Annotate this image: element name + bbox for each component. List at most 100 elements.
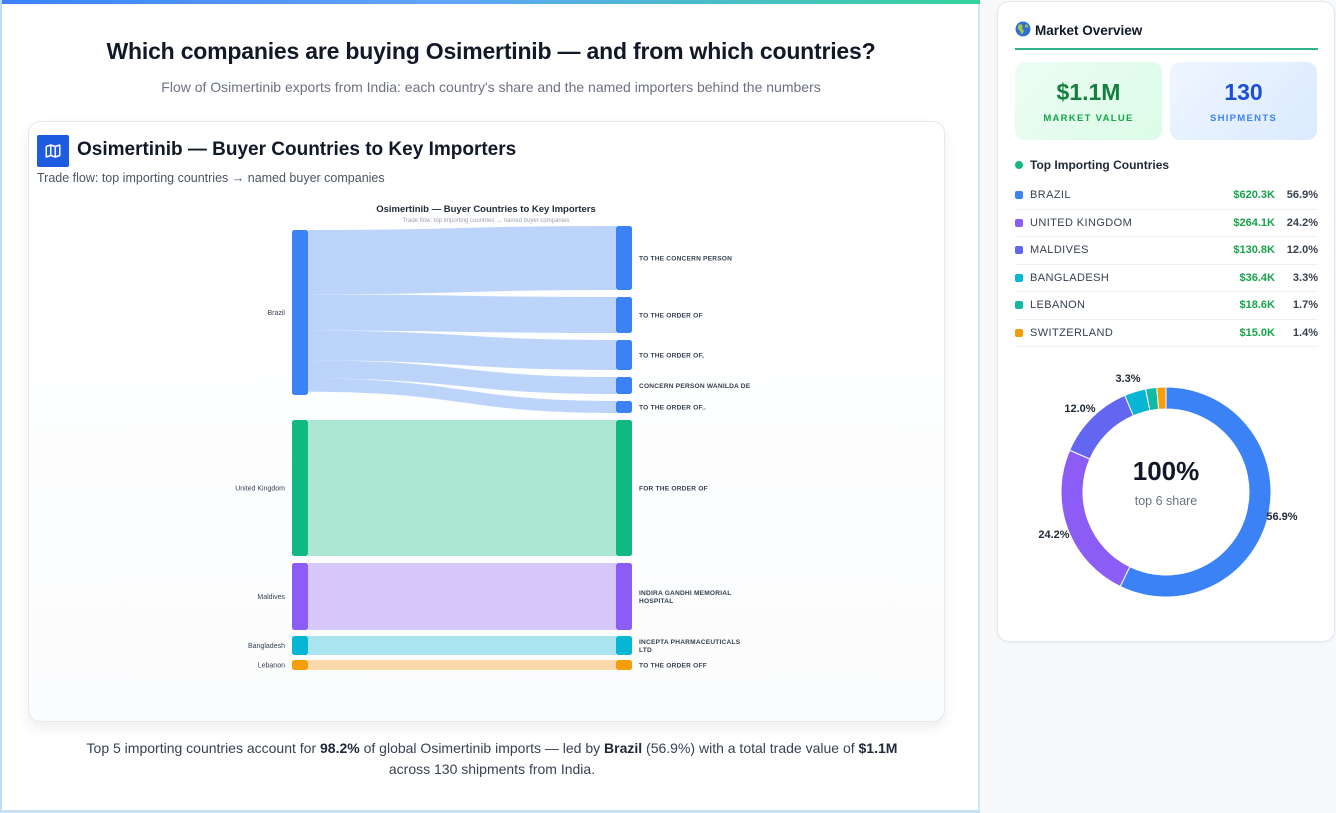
sankey-source-node[interactable] [292,660,308,670]
sankey-source-node[interactable] [292,420,308,556]
donut-center-value: 100% [1133,456,1200,486]
country-name: SWITZERLAND [1030,326,1114,339]
country-pct: 24.2% [1286,216,1318,229]
summary-leader: Brazil [604,740,643,756]
sankey-target-label: HOSPITAL [639,598,673,605]
divider [1015,48,1318,50]
shipments-label: SHIPMENTS [1209,113,1278,124]
sankey-target-label: INDIRA GANDHI MEMORIAL [639,590,731,597]
summary-total: $1.1M [858,740,898,756]
sankey-target-label: INCEPTA PHARMACEUTICALS [639,639,741,646]
market-value-label: MARKET VALUE [1043,113,1134,124]
donut-slice[interactable] [1119,386,1272,598]
chart-card-title: Osimertinib — Buyer Countries to Key Imp… [77,139,517,160]
sankey-source-label: Bangladesh [248,643,285,650]
page-subtitle: Flow of Osimertinib exports from India: … [161,79,821,95]
country-value: $620.3K [1233,189,1275,202]
sankey-target-label: FOR THE ORDER OF [639,486,708,493]
country-name: LEBANON [1030,299,1086,312]
sankey-source-label: United Kingdom [235,486,285,493]
sankey-link[interactable] [308,563,616,630]
sankey-link[interactable] [308,636,616,655]
country-name: MALDIVES [1030,244,1089,257]
country-list: BRAZIL $620.3K 56.9% UNITED KINGDOM $264.1K 2… [1015,182,1318,347]
sankey-source-node[interactable] [292,563,308,630]
sankey-target-label: TO THE ORDER OF, [639,353,704,360]
bullet-icon [1015,161,1023,169]
donut-center-label: top 6 share [1135,494,1198,508]
sankey-target-node[interactable] [616,340,632,370]
market-overview-card: Market Overview $1.1M MARKET VALUE 130 S… [997,1,1335,642]
donut-label: 12.0% [1064,403,1095,415]
sankey-link[interactable] [308,378,616,414]
country-row: MALDIVES $130.8K 12.0% [1015,237,1318,265]
sankey-source-node[interactable] [292,636,308,655]
donut-label: 56.9% [1266,511,1297,523]
sankey-source-label: Lebanon [258,663,285,670]
sankey-target-label: TO THE ORDER OF [639,313,703,320]
share-donut-chart: 56.9% 24.2% 12.0% 3.3% 100% top 6 share [1038,373,1298,598]
country-name: BRAZIL [1030,189,1071,202]
sankey-target-label: TO THE ORDER OF.. [639,405,706,412]
sankey-chart: Osimertinib — Buyer Countries to Key Imp… [235,204,751,670]
country-row: BRAZIL $620.3K 56.9% [1015,182,1318,210]
market-value: $1.1M [1056,79,1121,105]
summary-share: 98.2% [320,740,360,756]
color-swatch [1015,191,1023,200]
sankey-target-node[interactable] [616,563,632,630]
chart-card-subtitle: Trade flow: top importing countries → na… [37,171,385,185]
color-swatch [1015,246,1023,255]
sankey-link[interactable] [308,420,616,556]
sankey-subtitle: Trade flow: top importing countries → na… [403,218,570,224]
country-pct: 3.3% [1292,271,1318,284]
country-row: UNITED KINGDOM $264.1K 24.2% [1015,210,1318,237]
sankey-target-node[interactable] [616,636,632,655]
sankey-title: Osimertinib — Buyer Countries to Key Imp… [376,204,596,215]
country-row: BANGLADESH $36.4K 3.3% [1015,265,1318,292]
country-pct: 12.0% [1286,244,1318,257]
sankey-source-label: Brazil [267,310,285,317]
donut-label: 3.3% [1115,373,1140,385]
sankey-target-label: TO THE ORDER OFF [639,663,707,670]
sankey-link[interactable] [308,294,616,333]
donut-slice[interactable] [1060,449,1131,588]
sankey-link[interactable] [308,226,616,295]
country-value: $264.1K [1233,216,1275,229]
sankey-link[interactable] [308,660,616,670]
country-pct: 1.7% [1292,299,1318,312]
country-value: $130.8K [1233,244,1275,257]
market-value-stat: $1.1M MARKET VALUE [1015,62,1162,140]
country-value: $18.6K [1239,299,1275,312]
page-title: Which companies are buying Osimertinib —… [106,38,876,64]
color-swatch [1015,328,1023,337]
map-icon [37,135,69,167]
sankey-target-label: CONCERN PERSON WANILDA DE [639,383,751,390]
sankey-target-label: TO THE CONCERN PERSON [639,256,732,263]
color-swatch [1015,301,1023,310]
sankey-target-node[interactable] [616,377,632,394]
color-swatch [1015,218,1023,227]
sankey-source-node[interactable] [292,230,308,395]
sankey-target-label: LTD [639,647,652,654]
donut-slice[interactable] [1156,386,1167,410]
market-overview-header: Market Overview [1015,21,1142,40]
sankey-link[interactable] [308,330,616,370]
country-value: $36.4K [1239,271,1275,284]
country-row: SWITZERLAND $15.0K 1.4% [1015,320,1318,347]
sankey-source-label: Maldives [257,594,285,601]
country-name: UNITED KINGDOM [1030,216,1133,229]
sankey-target-node[interactable] [616,420,632,556]
sankey-target-node[interactable] [616,226,632,290]
top-countries-heading: Top Importing Countries [1015,158,1169,172]
sankey-link[interactable] [308,360,616,394]
sankey-target-node[interactable] [616,297,632,333]
country-row: LEBANON $18.6K 1.7% [1015,292,1318,320]
country-value: $15.0K [1239,326,1275,339]
main-panel: Which companies are buying Osimertinib —… [0,0,980,813]
summary-text: Top 5 importing countries account for 98… [86,740,898,777]
globe-icon [1015,21,1031,40]
sankey-target-node[interactable] [616,401,632,413]
accent-bar [2,0,980,4]
sankey-target-node[interactable] [616,660,632,670]
country-pct: 56.9% [1286,189,1318,202]
